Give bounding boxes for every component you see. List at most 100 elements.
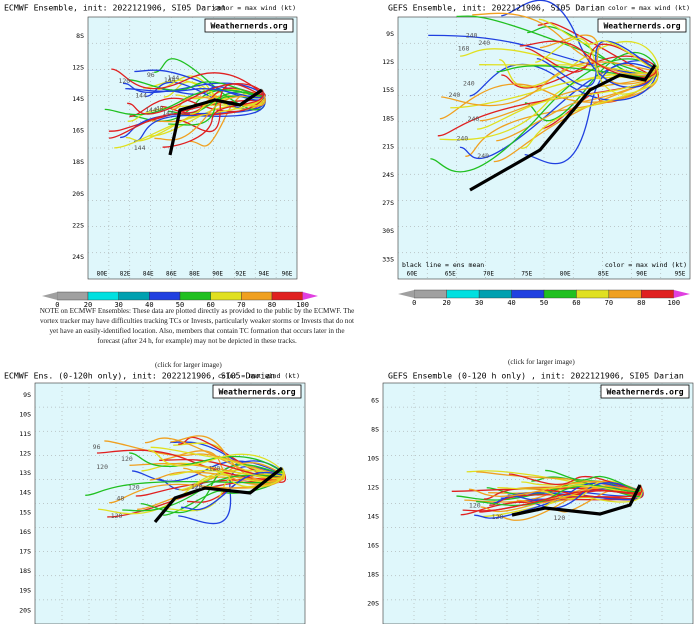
colorbar-segment <box>608 289 642 299</box>
x-tick-label: 75E <box>521 271 532 278</box>
y-tick-label: 13S <box>19 469 31 477</box>
y-tick-label: 12S <box>382 58 394 66</box>
track-label: 240 <box>466 32 478 40</box>
x-tick-label: 94E <box>258 271 269 278</box>
x-tick-label: 65E <box>445 271 456 278</box>
x-tick-label: 96E <box>282 271 293 278</box>
colorbar-end <box>673 290 690 298</box>
x-tick-label: 70E <box>483 271 494 278</box>
colorbar-label: 70 <box>237 301 245 309</box>
track-label: 144 <box>162 109 174 117</box>
track-label: 120 <box>96 463 108 471</box>
track-label: 240 <box>477 152 489 160</box>
track-label: 240 <box>468 115 480 123</box>
y-tick-label: 16S <box>367 542 379 550</box>
colorbar-label: 60 <box>572 299 580 307</box>
y-tick-label: 12S <box>19 450 31 458</box>
colorbar-label: 80 <box>637 299 645 307</box>
watermark: Weathernerds.org <box>210 22 287 31</box>
track <box>476 484 642 506</box>
colorbar-segment <box>87 291 119 301</box>
track <box>162 89 264 148</box>
watermark-box <box>212 384 302 399</box>
colorbar-segment <box>149 291 181 301</box>
y-tick-label: 21S <box>382 143 394 151</box>
y-tick-label: 14S <box>19 489 31 497</box>
track <box>104 89 265 116</box>
click-label[interactable]: (click for larger image) <box>155 361 222 369</box>
track <box>178 467 284 491</box>
track-label: 168 <box>458 45 470 53</box>
watermark-box <box>597 18 687 33</box>
colorbar-label: 30 <box>114 301 122 309</box>
y-tick-label: 18S <box>382 114 394 122</box>
panel-title: ECMWF Ens. (0-120h only), init: 20221219… <box>4 371 275 381</box>
track-label: 144 <box>134 144 146 152</box>
x-tick-label: 90E <box>636 271 647 278</box>
y-tick-label: 9S <box>386 30 394 38</box>
colorbar-label: 70 <box>605 299 613 307</box>
watermark-box <box>600 384 690 399</box>
colorbar-label: 30 <box>475 299 483 307</box>
track-label: 120 <box>118 77 130 85</box>
track <box>462 484 643 512</box>
watermark-box <box>204 18 294 33</box>
y-tick-label: 22S <box>72 221 84 229</box>
y-tick-label: 18S <box>367 571 379 579</box>
chart-panel: 240240240240240240168240Weathernerds.org… <box>382 0 691 307</box>
colorbar-end <box>398 290 415 298</box>
track <box>108 89 264 139</box>
chart-panel: 1209614414414414414448144Weathernerds.or… <box>4 3 318 309</box>
x-tick-label: 82E <box>120 271 131 278</box>
y-tick-label: 12S <box>367 484 379 492</box>
y-tick-label: 20S <box>72 190 84 198</box>
track-label: 120 <box>492 513 504 521</box>
y-tick-label: 14S <box>72 95 84 103</box>
y-tick-label: 19S <box>19 587 31 595</box>
y-tick-label: 12S <box>72 64 84 72</box>
x-tick-label: 84E <box>143 271 154 278</box>
track-label: 120 <box>121 455 133 463</box>
colorbar-segment <box>57 291 89 301</box>
y-tick-label: 14S <box>367 513 379 521</box>
y-tick-label: 10S <box>19 410 31 418</box>
ensemble-mean <box>469 64 657 192</box>
track-label: 240 <box>463 80 475 88</box>
x-tick-label: 88E <box>189 271 200 278</box>
colorbar-label: 0 <box>412 299 416 307</box>
watermark: Weathernerds.org <box>603 22 680 31</box>
track-label: 48 <box>156 105 164 113</box>
legend-note: black line = ens mean <box>402 261 484 269</box>
track-label: 48 <box>116 495 124 503</box>
colorbar-segment <box>543 289 577 299</box>
colorbar-label: 50 <box>176 301 184 309</box>
click-label[interactable]: (click for larger image) <box>508 358 575 366</box>
track <box>519 40 657 79</box>
track-label: 96 <box>147 71 155 79</box>
colorbar-segment <box>576 289 610 299</box>
y-tick-label: 15S <box>382 86 394 94</box>
x-tick-label: 86E <box>166 271 177 278</box>
track <box>127 83 266 115</box>
x-tick-label: 95E <box>675 271 686 278</box>
x-tick-label: 90E <box>212 271 223 278</box>
colorbar-segment <box>241 291 273 301</box>
track <box>430 58 658 173</box>
y-tick-label: 27S <box>382 199 394 207</box>
colorbar-label: 40 <box>507 299 515 307</box>
legend-color: color = max wind (kt) <box>605 261 687 269</box>
y-tick-label: 18S <box>72 158 84 166</box>
track-label: 144 <box>168 74 180 82</box>
track-label: 240 <box>449 91 461 99</box>
panel-subtitle: color = max wind (kt) <box>214 4 296 12</box>
colorbar-label: 40 <box>145 301 153 309</box>
panel-subtitle: color = max wind (kt) <box>608 4 690 12</box>
y-tick-label: 18S <box>19 567 31 575</box>
track <box>441 61 657 107</box>
y-tick-label: 15S <box>19 508 31 516</box>
colorbar-label: 100 <box>296 301 309 309</box>
colorbar-label: 60 <box>206 301 214 309</box>
y-tick-label: 20S <box>367 600 379 608</box>
y-tick-label: 33S <box>382 255 394 263</box>
